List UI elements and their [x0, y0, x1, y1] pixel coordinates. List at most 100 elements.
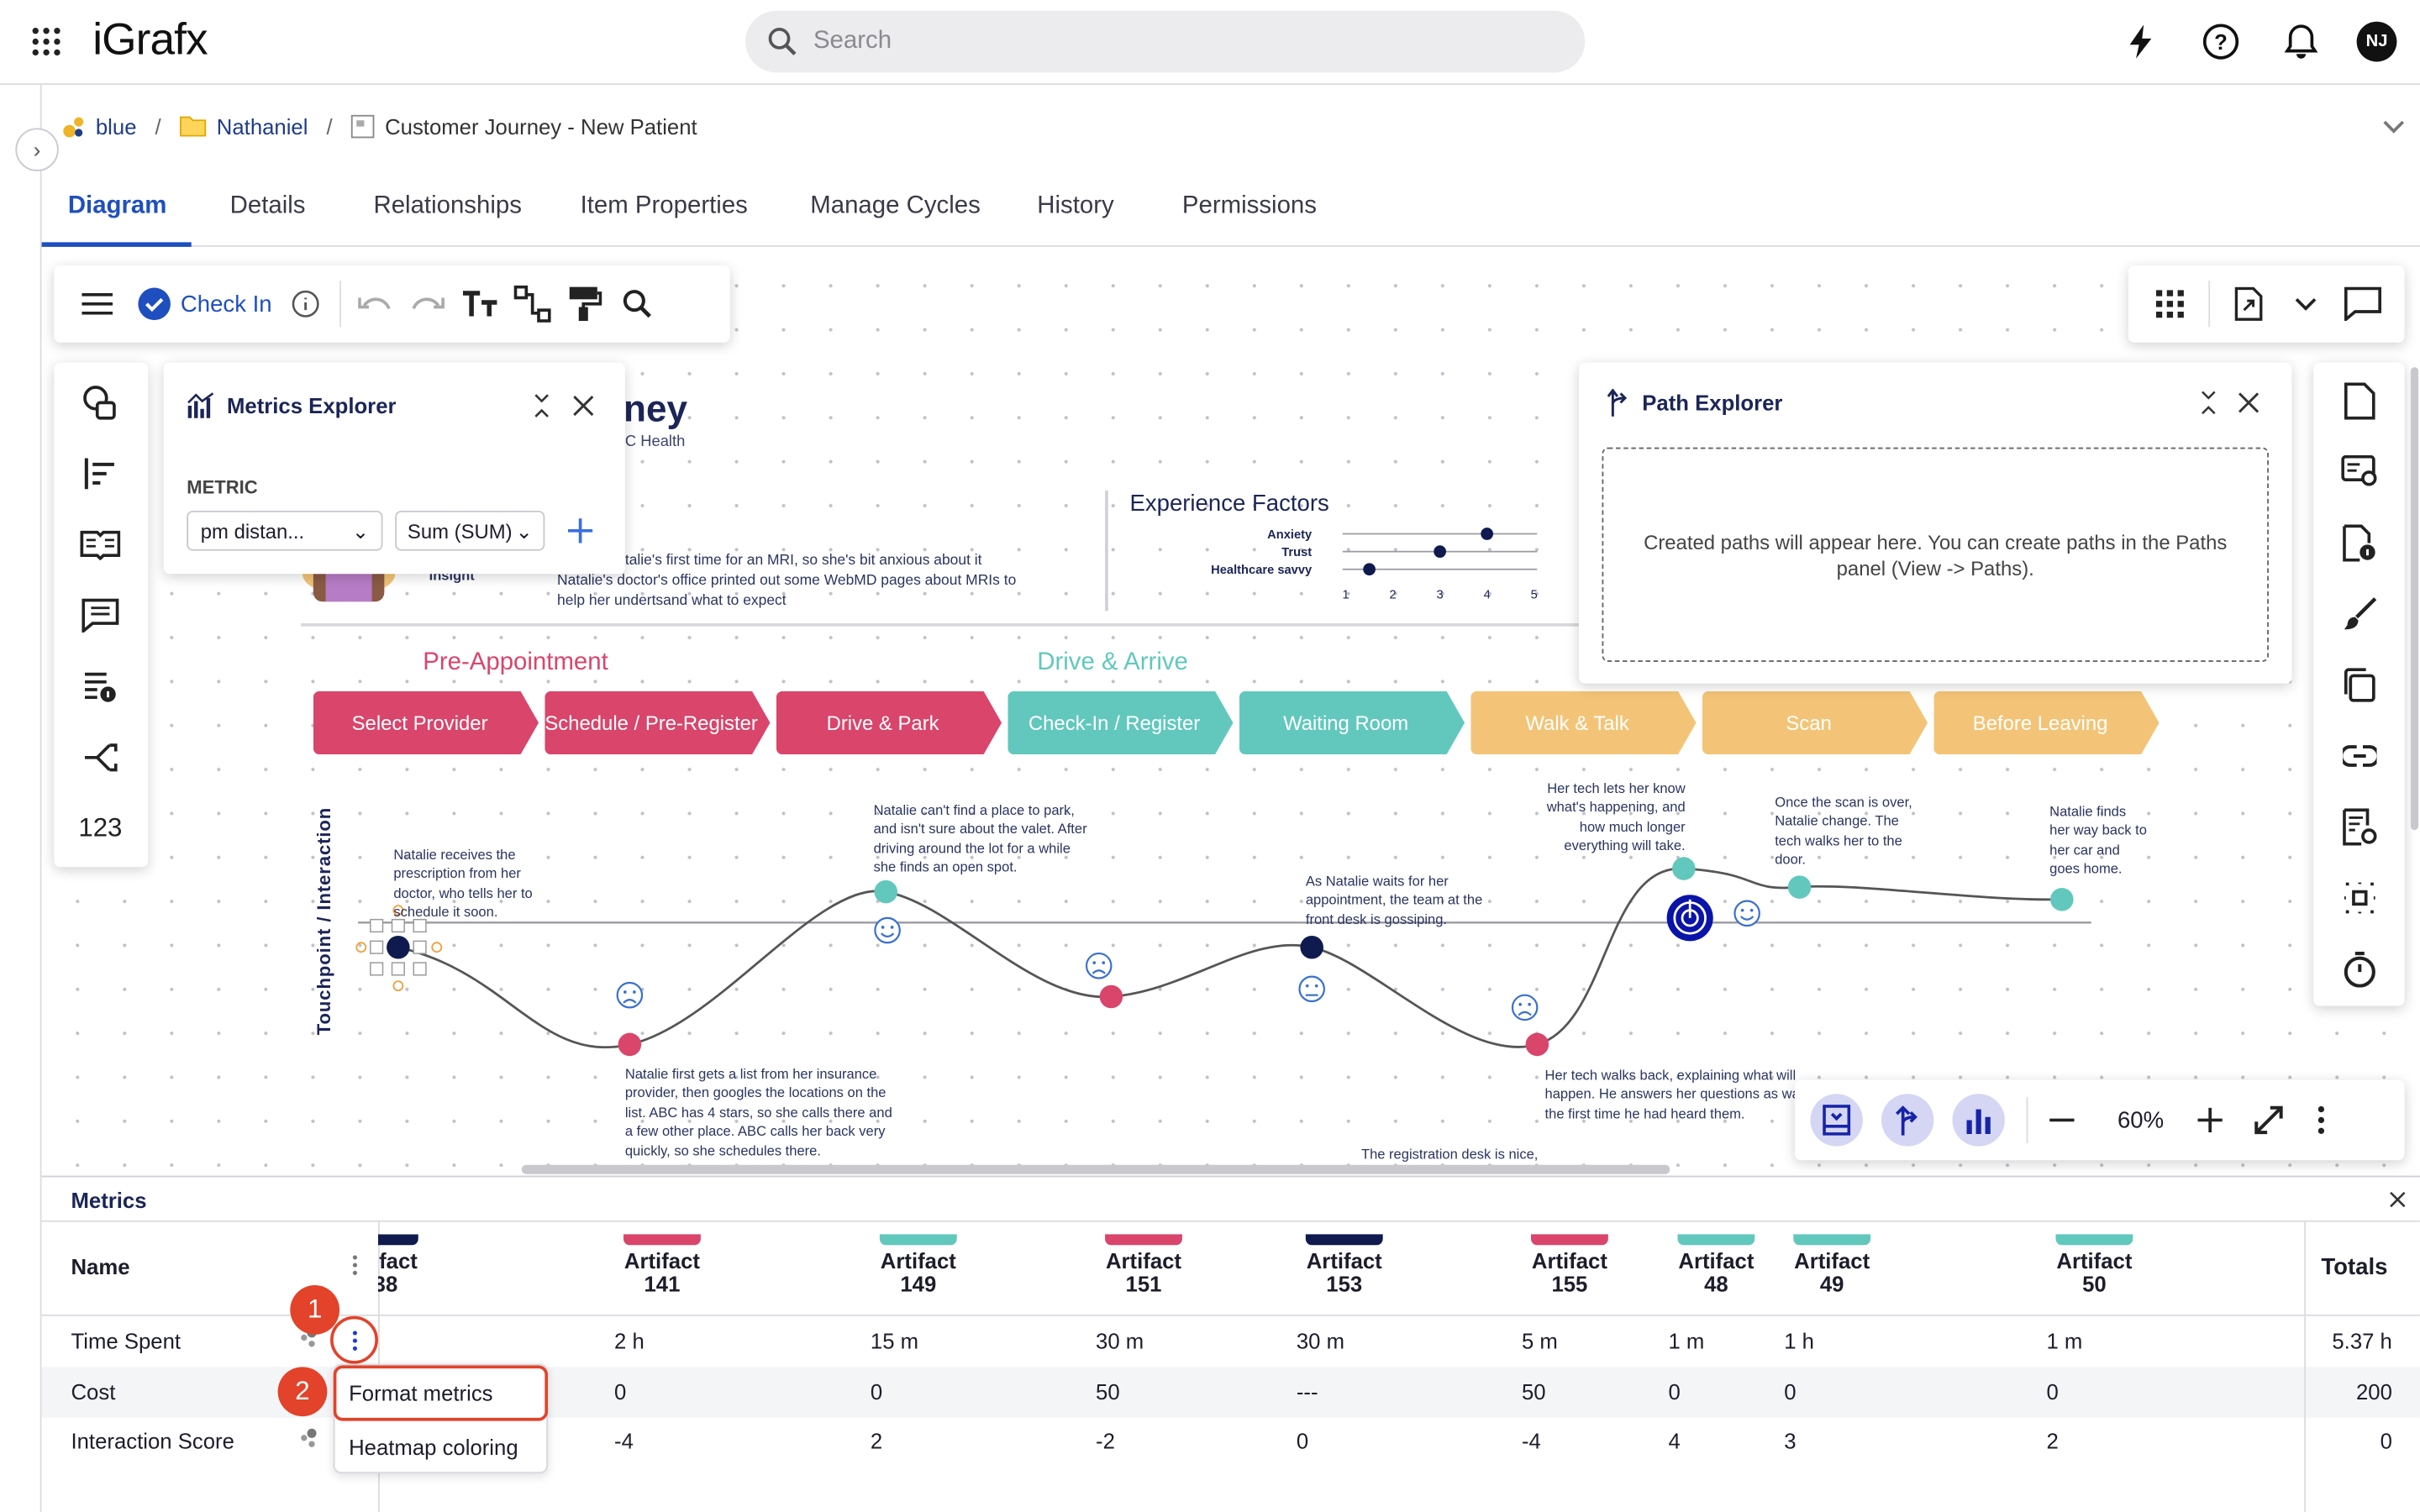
stage-chevron[interactable]: Before Leaving [1933, 690, 2160, 755]
menu-icon[interactable] [79, 286, 116, 323]
artifact-column-header[interactable]: Artifact 141 [583, 1234, 738, 1295]
copy-icon[interactable] [2312, 649, 2405, 720]
numbering-icon[interactable]: 123 [78, 812, 123, 843]
fit-selection-icon[interactable] [2312, 863, 2405, 933]
stage-chevron[interactable]: Select Provider [313, 690, 539, 755]
app-grid-icon[interactable] [31, 26, 62, 65]
bell-icon[interactable] [2281, 22, 2322, 62]
collapse-icon[interactable] [533, 393, 551, 417]
tab-history[interactable]: History [1037, 192, 1114, 219]
stage-chevron[interactable]: Walk & Talk [1470, 690, 1697, 755]
column-menu-icon[interactable] [352, 1254, 358, 1276]
selection-handle[interactable] [391, 918, 405, 933]
connection-point[interactable] [355, 942, 367, 953]
journey-note[interactable]: Natalie receives the prescription from h… [393, 847, 533, 921]
artifact-column-header[interactable]: Artifact 149 [839, 1234, 994, 1295]
touchpoint-marker[interactable] [2050, 888, 2074, 911]
stage-chevron[interactable]: Check-In / Register [1007, 690, 1234, 755]
journey-note[interactable]: As Natalie waits for her appointment, th… [1305, 873, 1483, 927]
journey-note[interactable]: Natalie first gets a list from her insur… [624, 1066, 892, 1158]
journey-note[interactable]: Natalie finds her way back to her car an… [2049, 803, 2147, 877]
metrics-button[interactable] [1952, 1094, 2005, 1147]
document-settings-icon[interactable] [2312, 791, 2405, 862]
artifact-column-header[interactable]: Artifact 48 [1638, 1234, 1792, 1295]
logo[interactable]: iGrafx [92, 15, 208, 66]
connection-point[interactable] [392, 905, 404, 916]
fullscreen-icon[interactable] [2254, 1105, 2285, 1136]
comment-icon[interactable] [2344, 286, 2382, 323]
info-icon[interactable] [287, 286, 324, 323]
format-painter-icon[interactable] [566, 286, 603, 323]
tab-permissions[interactable]: Permissions [1181, 192, 1317, 219]
tab-details[interactable]: Details [229, 192, 306, 219]
touchpoint-marker[interactable] [874, 879, 898, 904]
selection-handle[interactable] [370, 962, 384, 976]
artifact-column-header[interactable]: Artifact 153 [1265, 1234, 1420, 1295]
artifact-column-header[interactable]: Artifact 49 [1753, 1234, 1907, 1295]
check-in-button[interactable]: Check In [137, 287, 272, 321]
artifact-column-header[interactable]: Artifact 138 [377, 1234, 487, 1295]
touchpoint-marker[interactable] [387, 935, 410, 959]
chevron-down-icon[interactable] [2383, 114, 2405, 139]
bolt-icon[interactable] [2121, 22, 2161, 62]
journey-note[interactable]: Her tech walks back, explaining what wil… [1544, 1067, 1807, 1121]
selection-handle[interactable] [413, 962, 427, 976]
journey-note[interactable]: Once the scan is over, Natalie change. T… [1775, 794, 1912, 868]
export-document-icon[interactable] [2230, 286, 2267, 323]
artifact-column-header[interactable]: Artifact 50 [2016, 1234, 2170, 1295]
close-icon[interactable] [2238, 392, 2260, 414]
grid-view-icon[interactable] [2151, 286, 2188, 323]
more-options-icon[interactable] [2317, 1105, 2325, 1134]
touchpoint-marker[interactable] [1300, 935, 1323, 959]
tab-diagram[interactable]: Diagram [67, 192, 167, 219]
paths-button[interactable] [1881, 1094, 1934, 1147]
page-icon[interactable] [2312, 365, 2405, 436]
menu-item-format-metrics[interactable]: Format metrics [333, 1365, 549, 1421]
tab-item-properties[interactable]: Item Properties [580, 192, 748, 219]
close-icon[interactable] [2389, 1191, 2406, 1208]
help-icon[interactable]: ? [2201, 22, 2241, 62]
notes-icon[interactable] [54, 580, 146, 651]
link-icon[interactable] [2312, 721, 2405, 791]
data-settings-icon[interactable] [2312, 437, 2405, 507]
tab-relationships[interactable]: Relationships [373, 192, 522, 219]
touchpoint-marker[interactable] [618, 1032, 642, 1057]
document-info-icon[interactable] [2312, 507, 2405, 578]
touchpoint-marker[interactable] [1672, 857, 1696, 880]
touchpoint-marker[interactable] [1525, 1032, 1549, 1057]
journey-note[interactable]: Natalie can't find a place to park, and … [873, 802, 1087, 875]
target-icon[interactable] [1666, 895, 1713, 942]
vertical-scrollbar[interactable] [2410, 367, 2419, 831]
add-metric-icon[interactable] [567, 518, 593, 543]
redo-icon[interactable] [409, 286, 446, 323]
close-icon[interactable] [572, 395, 594, 417]
artifact-column-header[interactable]: Artifact 151 [1065, 1234, 1219, 1295]
touchpoint-marker[interactable] [1099, 984, 1123, 1009]
chevron-down-icon[interactable] [2287, 286, 2324, 323]
avatar[interactable]: NJ [2356, 21, 2397, 62]
text-size-icon[interactable] [462, 286, 499, 323]
minimap-button[interactable] [1810, 1094, 1863, 1147]
connection-point[interactable] [431, 942, 443, 953]
connector-icon[interactable] [513, 285, 552, 323]
timer-icon[interactable] [2312, 933, 2405, 1004]
row-menu-button[interactable] [330, 1315, 378, 1364]
breadcrumb-folder[interactable]: Nathaniel [216, 113, 308, 139]
properties-list-icon[interactable] [54, 651, 146, 722]
breadcrumb-workspace[interactable]: blue [95, 113, 137, 139]
selection-handle[interactable] [413, 940, 427, 954]
swimlane-icon[interactable] [54, 438, 146, 509]
expand-sidebar-button[interactable]: › [15, 128, 59, 171]
aggregate-select[interactable]: Sum (SUM) ⌄ [395, 510, 545, 551]
zoom-in-icon[interactable] [2197, 1107, 2223, 1133]
horizontal-scrollbar[interactable] [521, 1164, 1670, 1174]
journey-note[interactable]: Her tech lets her know what's happening,… [1546, 780, 1686, 854]
find-icon[interactable] [619, 286, 656, 323]
connection-point[interactable] [392, 980, 404, 992]
undo-icon[interactable] [357, 286, 394, 323]
zoom-out-icon[interactable] [2049, 1117, 2075, 1123]
brush-icon[interactable] [2312, 579, 2405, 649]
search-input[interactable]: Search [745, 10, 1586, 73]
tab-manage-cycles[interactable]: Manage Cycles [810, 192, 981, 219]
stage-chevron[interactable]: Waiting Room [1239, 690, 1465, 755]
